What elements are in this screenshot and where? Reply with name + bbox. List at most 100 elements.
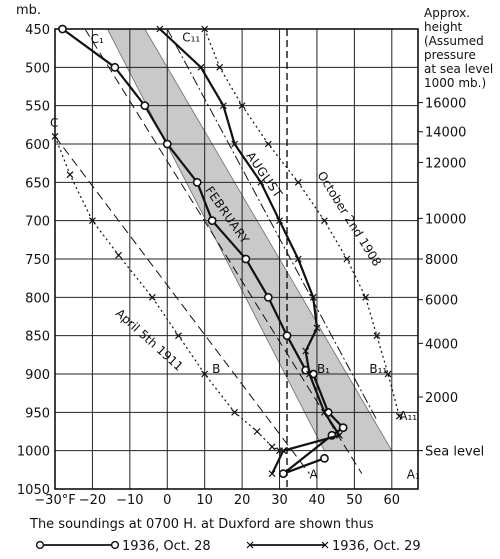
pressure-tick-1000: 1000 [17,445,50,460]
height-tick-6: 4000 [425,337,458,352]
series-0-point-8 [282,331,292,341]
height-title-line-2: (Assumed [424,34,484,48]
series-3-point-5 [175,332,182,340]
series-3-point-7 [231,408,239,416]
temperature-tick-6: 30 [271,493,288,508]
legend-marker-start-1 [246,541,254,549]
series-label-1908: October 2nd 1908 [314,169,384,269]
height-tick-7: 2000 [425,391,458,406]
grid-layer: 4505005506006507007508008509009501000105… [17,23,419,508]
height-tick-3: 10000 [425,212,466,227]
series-3-point-1 [66,171,74,179]
series-1-point-5 [276,217,283,225]
dashed-line-1 [55,136,310,474]
series-3 [51,132,283,455]
series-1-point-11 [321,408,328,416]
pressure-tick-950: 950 [25,406,50,421]
series-1-point-0 [156,25,164,33]
series-3-point-3 [115,251,123,259]
pressure-tick-1050: 1050 [17,483,50,498]
series-0-point-2 [140,101,150,111]
pressure-tick-800: 800 [25,291,50,306]
series-0-point-3 [162,139,172,149]
height-tick-5: 6000 [425,294,458,309]
series-2-point-7 [362,293,370,301]
height-title-line-3: pressure [424,48,476,62]
series-2-point-3 [264,140,272,148]
temperature-tick-0: −30°F [34,493,75,508]
legend-label-1: 1936, Oct. 29 [332,539,421,554]
series-1-point-1 [197,63,205,71]
height-title-line-4: at sea level [424,62,493,76]
series-2-point-1 [216,63,224,71]
pressure-tick-450: 450 [25,23,50,38]
dashed-line-0 [84,29,363,474]
series-2-point-0 [201,25,209,33]
temperature-tick-7: 40 [309,493,326,508]
series-1-point-12 [335,431,343,439]
series-2-point-10 [395,412,403,420]
series-0-point-14 [278,469,288,479]
series-1-point-7 [309,293,317,301]
legend-marker-start-0 [35,540,45,550]
height-tick-0: 16000 [425,97,466,112]
series-2-point-4 [294,178,302,186]
chart-caption: The soundings at 0700 H. at Duxford are … [29,517,374,532]
series-1-point-9 [302,347,310,355]
temperature-tick-9: 60 [384,493,401,508]
series-3-point-6 [201,370,209,378]
series-line-2 [204,28,400,417]
series-2-point-9 [384,370,392,378]
series-0-point-12 [338,423,348,433]
guide-lines-layer [55,29,378,489]
height-tick-2: 12000 [425,156,466,171]
series-0-point-0 [58,24,67,34]
series-1-point-10 [306,370,313,378]
series-1-point-4 [257,178,265,186]
height-tick-1: 14000 [425,126,466,141]
label-c11: C₁₁ [182,30,200,44]
label-a11: A₁₁ [399,409,417,423]
series-0-point-6 [241,254,251,264]
series-2-point-2 [238,102,246,110]
series-0-point-7 [263,292,273,302]
dash-dot-line [166,29,378,421]
series-2 [201,25,403,420]
series-0-point-4 [192,177,202,187]
legend: 1936, Oct. 28 1936, Oct. 29 [35,539,421,554]
height-title-line-0: Approx. [424,6,470,20]
series-0-point-1 [110,62,120,72]
pressure-tick-700: 700 [25,215,50,230]
series-3-point-4 [148,293,156,301]
label-a1: A₁ [407,467,420,481]
series-3-point-2 [88,217,96,225]
pressure-tick-500: 500 [25,61,50,76]
pressure-tick-900: 900 [25,368,50,383]
series-1-point-2 [219,102,227,110]
series-label-1911: April 5th 1911 [113,306,186,374]
label-c: C [50,116,58,130]
pressure-axis-title: mb. [16,3,41,18]
point-label-2: B₁₁ [369,362,387,376]
series-2-point-5 [321,217,328,225]
series-3-point-8 [253,428,261,435]
pressure-tick-650: 650 [25,176,50,191]
temperature-tick-8: 50 [346,493,363,508]
series-1-point-8 [313,324,321,332]
legend-marker-end-0 [110,540,120,550]
series-2-point-8 [373,332,381,340]
temperature-tick-1: −20 [79,493,106,508]
temperature-tick-3: 0 [163,493,171,508]
temperature-tick-5: 20 [234,493,251,508]
legend-label-0: 1936, Oct. 28 [122,539,211,554]
temperature-tick-4: 10 [196,493,213,508]
height-title-line-1: height [424,20,463,34]
temperature-tick-2: −10 [116,493,143,508]
height-tick-4: 8000 [425,253,458,268]
series-2-point-6 [343,255,351,263]
pressure-tick-750: 750 [25,253,50,268]
series-layer [51,24,403,479]
series-3-point-0 [51,132,59,140]
